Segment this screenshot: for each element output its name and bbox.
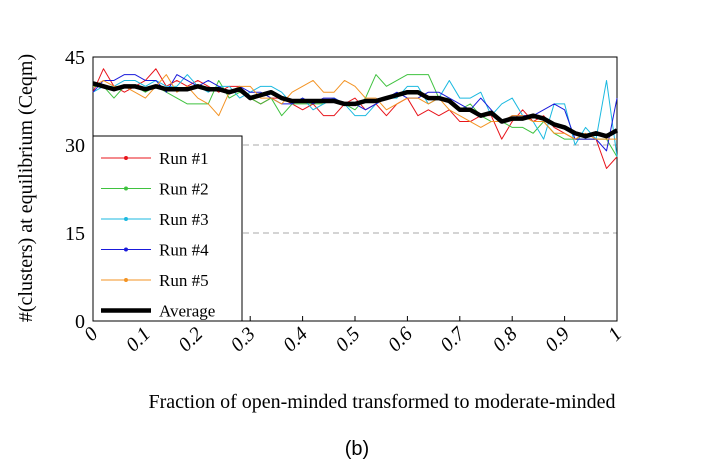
x-tick-label: 1	[604, 323, 627, 346]
x-tick-label: 0.4	[279, 323, 312, 356]
x-tick-label: 0.5	[331, 323, 364, 356]
x-tick-label: 0.9	[541, 323, 574, 356]
legend-label: Run #1	[159, 149, 209, 168]
series-line	[93, 74, 618, 157]
series-line	[92, 81, 619, 139]
legend-marker	[124, 156, 128, 160]
legend-marker	[124, 217, 128, 221]
legend-marker	[124, 247, 128, 252]
caption: (b)	[345, 438, 369, 460]
x-tick-label: 0.1	[122, 323, 155, 356]
y-tick-label: 15	[65, 223, 85, 245]
legend-label: Run #2	[159, 180, 209, 199]
legend-label: Average	[159, 302, 215, 321]
x-tick-label: 0.6	[384, 323, 417, 356]
y-tick-label: 0	[75, 311, 85, 333]
x-tick-label: 0.3	[227, 323, 260, 356]
legend-marker	[124, 278, 128, 282]
y-axis-label: #(clusters) at equilibrium (Ceqm)	[15, 54, 37, 322]
x-axis-label: Fraction of open-minded transformed to m…	[148, 391, 615, 413]
y-tick-label: 30	[65, 135, 85, 157]
x-tick-label: 0.8	[489, 323, 522, 356]
legend-box	[92, 135, 243, 322]
x-tick-label: 0.2	[174, 323, 207, 356]
legend-label: Run #5	[159, 271, 209, 290]
legend-label: Run #4	[159, 241, 209, 260]
legend-marker	[124, 186, 128, 191]
y-tick-label: 45	[65, 47, 85, 69]
x-tick-label: 0.7	[436, 322, 470, 356]
legend-label: Run #3	[159, 210, 209, 229]
x-tick-label: 0	[80, 323, 103, 346]
